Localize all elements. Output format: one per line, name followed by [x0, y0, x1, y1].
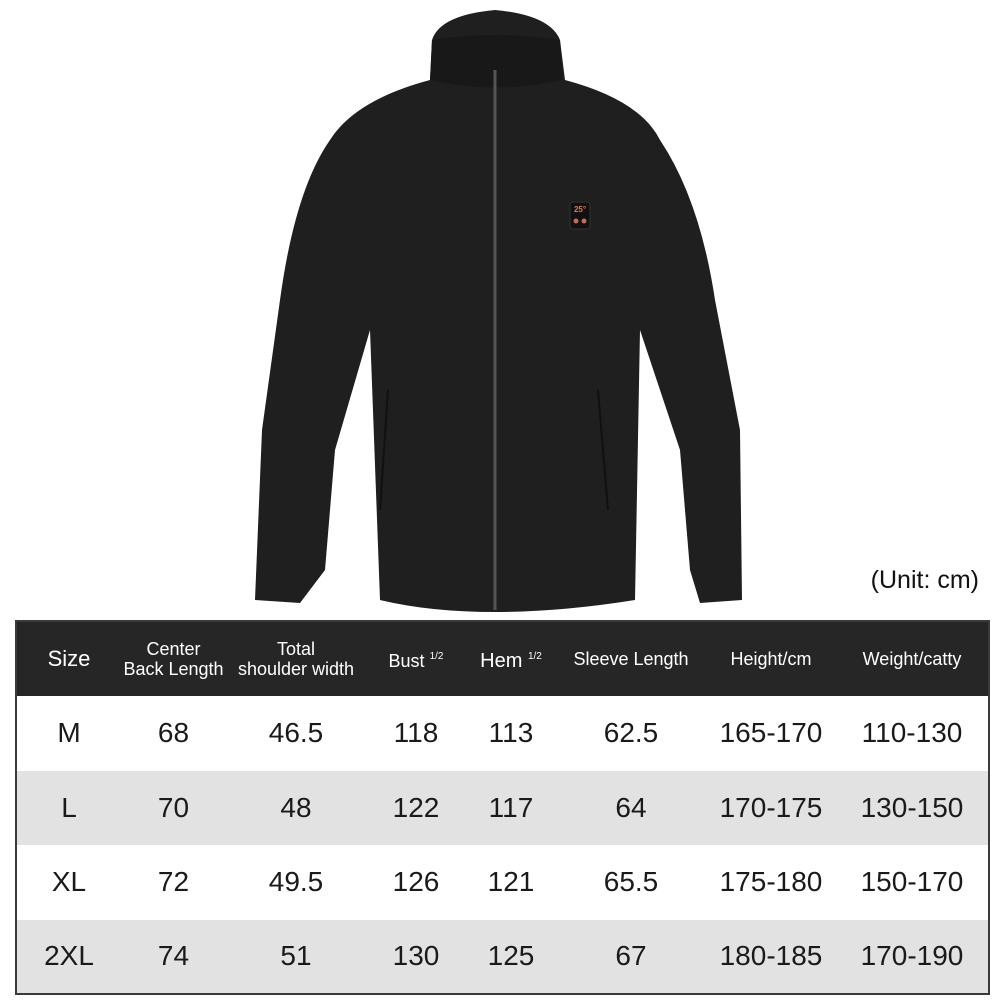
- table-cell: XL: [51, 866, 87, 898]
- table-cell: 65.5: [603, 866, 659, 898]
- header-hem: Hem 1/2: [480, 650, 542, 672]
- table-cell: 68: [157, 717, 190, 749]
- table-row: M 68 46.5 118 113 62.5 165-170 110-130: [16, 696, 989, 771]
- table-cell: 130-150: [860, 791, 964, 823]
- table-cell: 117: [488, 791, 534, 823]
- table-cell: 150-170: [860, 866, 964, 898]
- table-row: 2XL 74 51 130 125 67 180-185 170-190: [16, 919, 989, 994]
- table-cell: 175-180: [719, 866, 823, 898]
- table-cell: 72: [157, 866, 190, 898]
- unit-note: (Unit: cm): [870, 566, 979, 594]
- table-row: L 70 48 122 117 64 170-175 130-150: [16, 770, 989, 845]
- table-cell: L: [61, 791, 77, 823]
- header-size: Size: [47, 646, 91, 671]
- table-cell: 74: [157, 940, 190, 972]
- table-cell: 130: [392, 940, 440, 972]
- table-cell: 2XL: [44, 940, 94, 972]
- table-cell: 49.5: [268, 866, 324, 898]
- table-cell: 64: [615, 791, 647, 823]
- table-cell: 125: [487, 940, 535, 972]
- jacket-image: 25°: [255, 10, 742, 612]
- size-chart-table: Size Center Back Length Total shoulder wid…: [15, 620, 990, 995]
- table-cell: 126: [392, 866, 440, 898]
- heater-button-icon: [581, 218, 587, 224]
- table-cell: 170-175: [719, 791, 823, 823]
- table-cell: 165-170: [719, 717, 823, 749]
- left-pocket: [379, 389, 389, 511]
- table-cell: 48: [280, 791, 312, 823]
- table-cell: 67: [615, 940, 647, 972]
- table-row: XL 72 49.5 126 121 65.5 175-180 150-170: [16, 845, 989, 920]
- table-cell: 51: [280, 940, 312, 972]
- header-sleeve-length: Sleeve Length: [573, 649, 689, 669]
- table-cell: 170-190: [860, 940, 964, 972]
- table-cell: 70: [157, 791, 190, 823]
- table-cell: M: [57, 717, 81, 749]
- table-cell: 62.5: [603, 717, 659, 749]
- table-cell: 113: [488, 717, 534, 749]
- table-header-row: Size Center Back Length Total shoulder wid…: [16, 621, 989, 696]
- right-pocket: [597, 389, 609, 511]
- table-cell: 180-185: [719, 940, 823, 972]
- table-cell: 46.5: [268, 717, 324, 749]
- header-height: Height/cm: [730, 649, 812, 669]
- header-center-back-length: Center Back Length: [123, 639, 224, 679]
- table-cell: 121: [487, 866, 535, 898]
- table-cell: 118: [393, 717, 439, 749]
- table-cell: 110-130: [861, 717, 963, 749]
- table-cell: 122: [392, 791, 440, 823]
- header-bust: Bust 1/2: [388, 651, 444, 671]
- header-total-shoulder-width: Total shoulder width: [237, 639, 355, 679]
- heater-button-icon: [573, 218, 579, 224]
- jacket-body: [255, 10, 742, 612]
- collar: [430, 35, 562, 88]
- temperature-display: 25°: [574, 205, 586, 214]
- header-weight: Weight/catty: [862, 649, 962, 669]
